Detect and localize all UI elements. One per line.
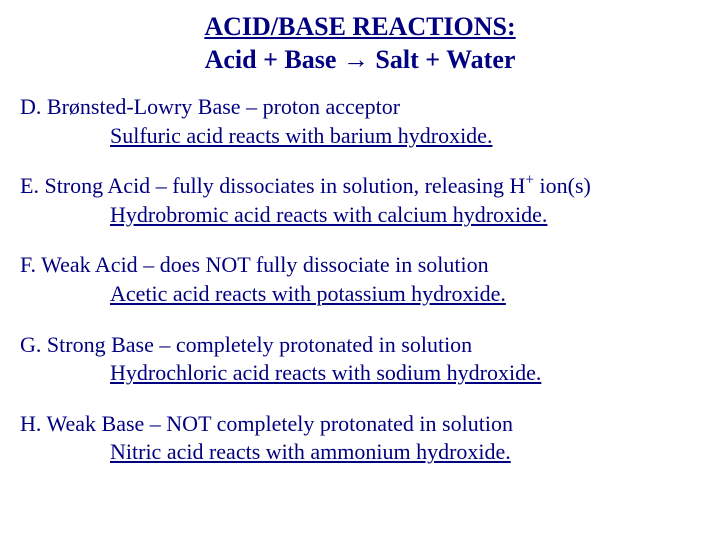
item-example: Sulfuric acid reacts with barium hydroxi… (20, 122, 492, 151)
title-line2: Acid + Base → Salt + Water (20, 44, 700, 75)
item-f: F. Weak Acid – does NOT fully dissociate… (20, 251, 700, 308)
title-line1: ACID/BASE REACTIONS: (20, 12, 700, 42)
item-example: Hydrobromic acid reacts with calcium hyd… (20, 201, 547, 230)
item-term: Strong Base (47, 332, 154, 357)
definition-line: H. Weak Base – NOT completely protonated… (20, 410, 700, 439)
item-d: D. Brønsted-Lowry Base – proton acceptor… (20, 93, 700, 150)
definition-line: G. Strong Base – completely protonated i… (20, 331, 700, 360)
definition-line: F. Weak Acid – does NOT fully dissociate… (20, 251, 700, 280)
item-definition-post: ion(s) (534, 173, 591, 198)
title-block: ACID/BASE REACTIONS: Acid + Base → Salt … (20, 12, 700, 75)
item-label: H. (20, 411, 41, 436)
item-term: Brønsted-Lowry Base (47, 94, 241, 119)
item-definition: – proton acceptor (241, 94, 400, 119)
item-definition: – completely protonated in solution (154, 332, 472, 357)
item-example: Hydrochloric acid reacts with sodium hyd… (20, 359, 541, 388)
item-definition: – does NOT fully dissociate in solution (138, 252, 489, 277)
item-label: D. (20, 94, 41, 119)
item-label: E. (20, 173, 39, 198)
title-equation-left: Acid + Base (205, 45, 343, 74)
item-definition: – NOT completely protonated in solution (144, 411, 513, 436)
definition-line: E. Strong Acid – fully dissociates in so… (20, 172, 700, 201)
item-term: Weak Base (47, 411, 145, 436)
superscript-plus: + (525, 172, 534, 189)
item-label: F. (20, 252, 36, 277)
arrow-icon: → (343, 44, 369, 74)
item-example: Nitric acid reacts with ammonium hydroxi… (20, 438, 511, 467)
item-h: H. Weak Base – NOT completely protonated… (20, 410, 700, 467)
item-example: Acetic acid reacts with potassium hydrox… (20, 280, 506, 309)
definition-line: D. Brønsted-Lowry Base – proton acceptor (20, 93, 700, 122)
item-term: Weak Acid (41, 252, 138, 277)
item-term: Strong Acid (44, 173, 150, 198)
item-label: G. (20, 332, 41, 357)
title-equation-right: Salt + Water (369, 45, 516, 74)
item-definition-pre: – fully dissociates in solution, releasi… (150, 173, 525, 198)
item-e: E. Strong Acid – fully dissociates in so… (20, 172, 700, 229)
slide-page: ACID/BASE REACTIONS: Acid + Base → Salt … (0, 0, 720, 499)
item-g: G. Strong Base – completely protonated i… (20, 331, 700, 388)
